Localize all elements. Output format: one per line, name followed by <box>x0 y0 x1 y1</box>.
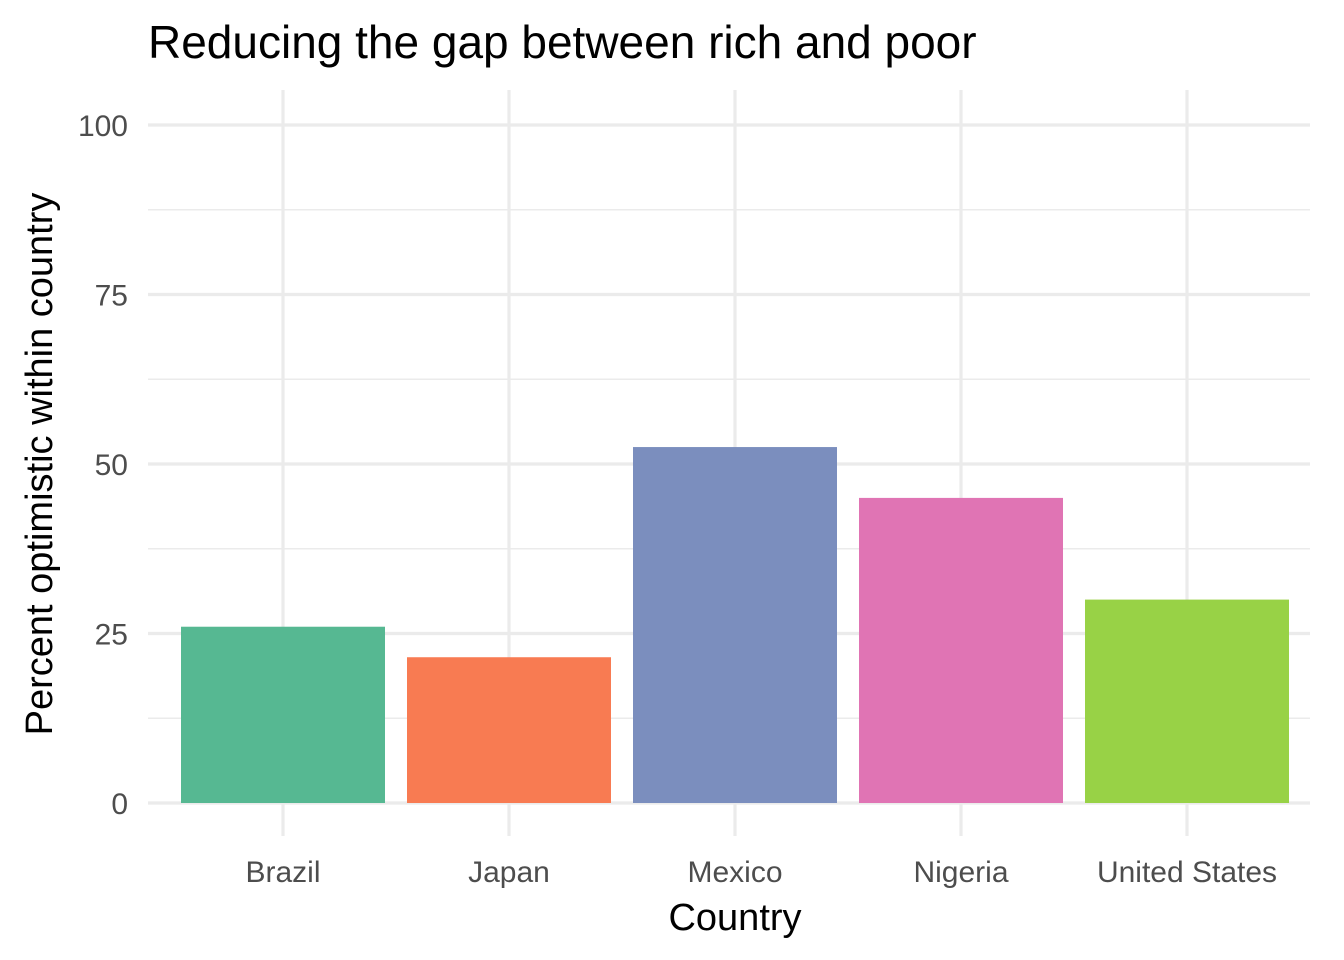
x-tick-label: Japan <box>468 856 550 889</box>
y-tick-label: 75 <box>95 280 128 313</box>
y-tick-label: 100 <box>78 110 128 143</box>
bar-brazil <box>181 626 385 803</box>
y-axis-ticks: 0 25 50 75 100 <box>78 110 128 821</box>
x-axis-title: Country <box>668 897 801 939</box>
x-tick-label: United States <box>1097 856 1277 889</box>
bars <box>181 447 1289 803</box>
bar-united-states <box>1085 599 1289 803</box>
y-tick-label: 25 <box>95 619 128 652</box>
chart-title: Reducing the gap between rich and poor <box>148 16 977 68</box>
x-tick-label: Brazil <box>245 856 320 889</box>
bar-japan <box>407 657 611 803</box>
x-axis-ticks: Brazil Japan Mexico Nigeria United States <box>245 856 1277 889</box>
x-tick-label: Nigeria <box>913 856 1008 889</box>
y-tick-label: 50 <box>95 449 128 482</box>
bar-nigeria <box>859 497 1063 803</box>
y-tick-label: 0 <box>111 788 128 821</box>
y-axis-title: Percent optimistic within country <box>19 193 61 736</box>
bar-mexico <box>633 447 837 803</box>
x-tick-label: Mexico <box>687 856 782 889</box>
